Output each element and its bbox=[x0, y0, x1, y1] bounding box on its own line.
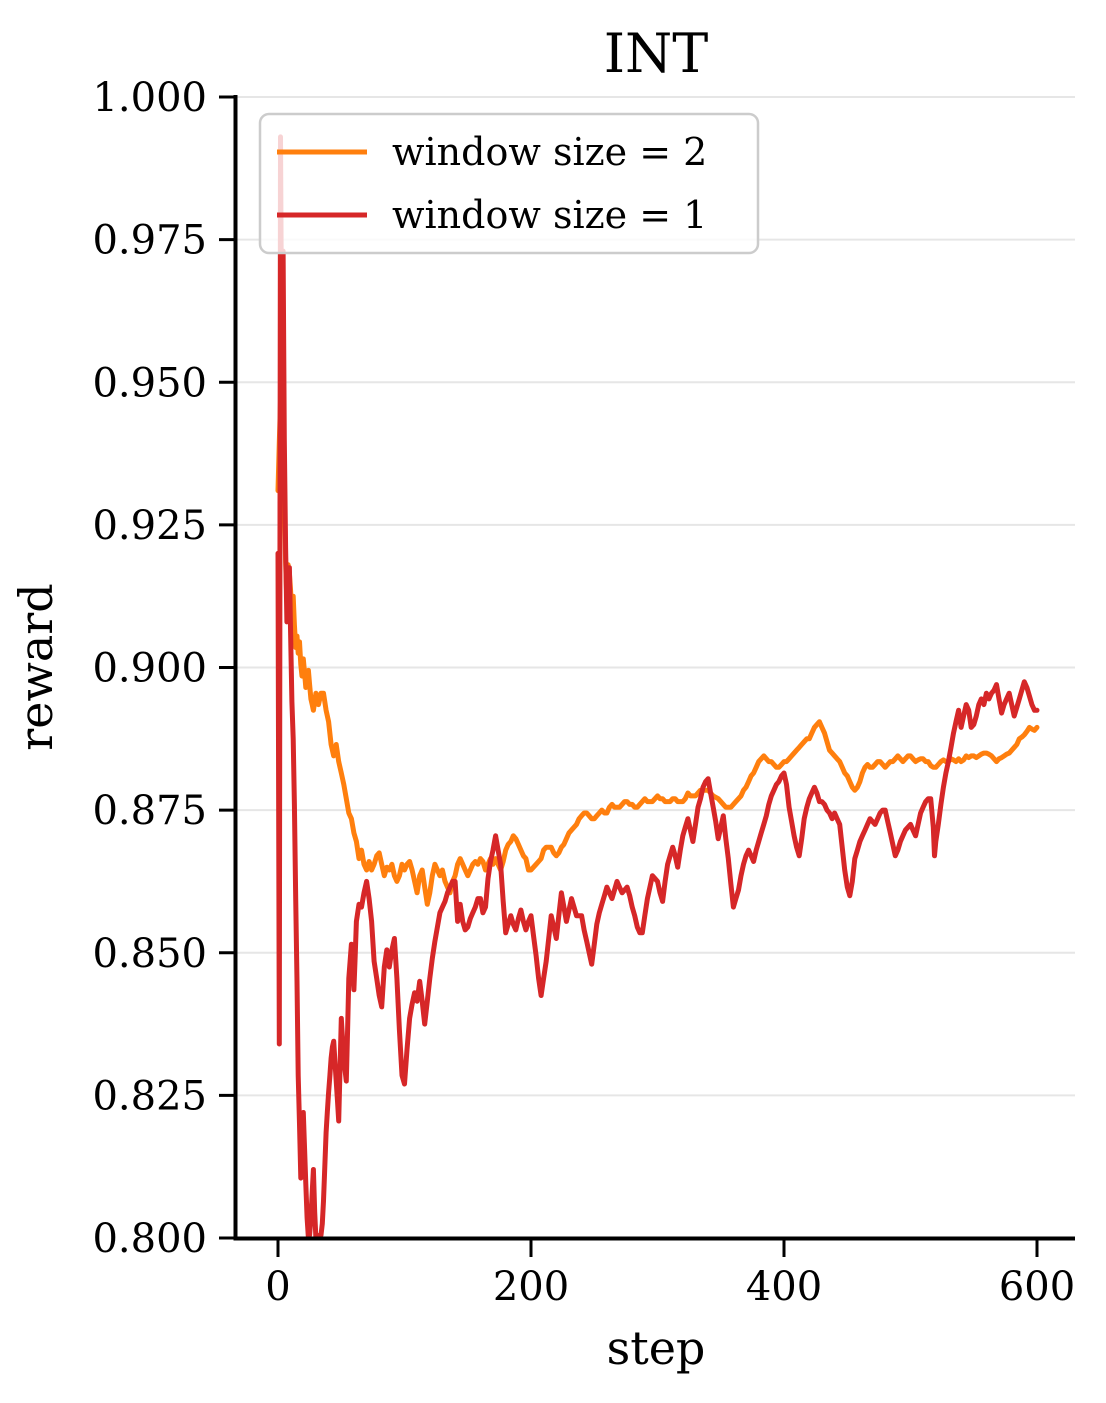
series-line-window-size-2 bbox=[275, 376, 1040, 907]
legend-label-window-size-2: window size = 2 bbox=[392, 130, 707, 174]
x-axis-label: step bbox=[607, 1321, 706, 1375]
y-tick-label: 0.975 bbox=[92, 218, 207, 264]
tick-labels: 1.000 0.975 0.950 0.925 0.900 0.875 0.850 0.825… bbox=[92, 75, 1075, 1310]
y-axis-label: reward bbox=[9, 583, 63, 750]
y-tick-label: 0.925 bbox=[92, 503, 207, 549]
legend-box bbox=[258, 112, 760, 255]
gridlines bbox=[237, 96, 1075, 1239]
y-tick-label: 0.900 bbox=[92, 646, 207, 692]
series-line-window-size-1 bbox=[275, 134, 1040, 1241]
chart-title: INT bbox=[604, 22, 709, 85]
axes-spines bbox=[233, 95, 1075, 1241]
plot-series bbox=[275, 134, 1040, 1241]
y-tick-label: 0.950 bbox=[92, 360, 207, 406]
y-tick-label: 0.800 bbox=[92, 1216, 207, 1262]
x-tick-label: 400 bbox=[746, 1264, 822, 1310]
legend: window size = 2 window size = 1 bbox=[258, 112, 760, 255]
y-tick-label: 0.850 bbox=[92, 931, 207, 977]
y-tick-label: 0.825 bbox=[92, 1073, 207, 1119]
legend-label-window-size-1: window size = 1 bbox=[392, 193, 707, 237]
tick-marks bbox=[219, 95, 1039, 1257]
x-tick-label: 200 bbox=[493, 1264, 569, 1310]
x-tick-label: 0 bbox=[265, 1264, 290, 1310]
y-tick-label: 0.875 bbox=[92, 788, 207, 834]
y-tick-label: 1.000 bbox=[92, 75, 207, 121]
x-tick-label: 600 bbox=[999, 1264, 1075, 1310]
